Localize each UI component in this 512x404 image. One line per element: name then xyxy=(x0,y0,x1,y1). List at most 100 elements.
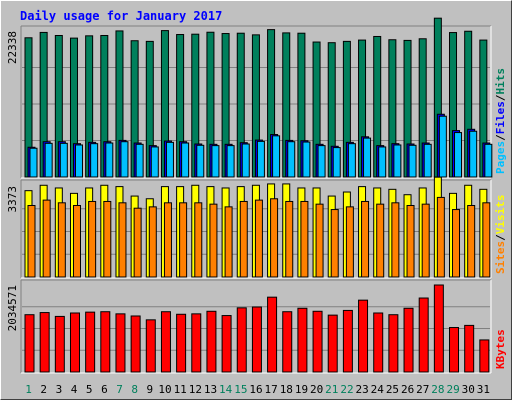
x-tick-label-day-6: 6 xyxy=(101,383,108,396)
bar-pages-day-1 xyxy=(29,147,38,178)
x-tick-label-day-22: 22 xyxy=(340,383,353,396)
x-tick-label-day-18: 18 xyxy=(280,383,293,396)
x-tick-label-day-10: 10 xyxy=(158,383,171,396)
bar-sites-day-17 xyxy=(270,198,279,278)
panel-2: 3373 Sites/Visits xyxy=(6,176,507,279)
bar-kbytes-day-13 xyxy=(206,310,217,373)
bar-sites-day-11 xyxy=(179,202,188,278)
bar-pages-day-22 xyxy=(347,143,356,178)
bar-pages-day-16 xyxy=(256,140,265,178)
legend-visits: Visits xyxy=(494,195,507,235)
panel-2-max-label: 3373 xyxy=(6,186,19,213)
bar-sites-day-15 xyxy=(239,200,248,278)
bar-sites-day-21 xyxy=(330,209,339,278)
x-tick-label-day-4: 4 xyxy=(71,383,78,396)
x-tick-label-day-15: 15 xyxy=(234,383,247,396)
x-tick-label-day-23: 23 xyxy=(356,383,369,396)
bar-pages-day-19 xyxy=(302,141,311,178)
bar-kbytes-day-28 xyxy=(433,284,444,373)
bar-kbytes-day-2 xyxy=(39,312,50,373)
legend-separator: / xyxy=(494,234,507,241)
bar-kbytes-day-7 xyxy=(115,313,126,373)
bar-kbytes-day-17 xyxy=(267,296,278,373)
bar-kbytes-day-25 xyxy=(388,314,399,373)
x-tick-label-day-29: 29 xyxy=(446,383,459,396)
bar-sites-day-8 xyxy=(133,207,142,278)
legend-kbytes: KBytes xyxy=(494,329,507,369)
panel-1-max-label: 22338 xyxy=(6,31,19,64)
panel-3: 2034571 KBytes xyxy=(6,279,507,374)
bar-sites-day-20 xyxy=(315,203,324,278)
bar-pages-day-8 xyxy=(135,143,144,178)
bar-sites-day-14 xyxy=(224,206,233,278)
bar-pages-day-18 xyxy=(287,141,296,178)
bar-pages-day-2 xyxy=(44,142,53,178)
bar-sites-day-2 xyxy=(42,199,51,278)
x-tick-label-day-16: 16 xyxy=(249,383,262,396)
bar-pages-day-31 xyxy=(484,143,493,178)
bar-sites-day-13 xyxy=(209,203,218,278)
bar-pages-day-12 xyxy=(196,144,205,178)
bar-kbytes-day-29 xyxy=(449,327,460,373)
bar-sites-day-5 xyxy=(88,200,97,278)
bar-kbytes-day-3 xyxy=(54,315,65,373)
bar-pages-day-15 xyxy=(241,143,250,178)
x-tick-label-day-14: 14 xyxy=(219,383,233,396)
x-tick-label-day-20: 20 xyxy=(310,383,323,396)
bar-kbytes-day-24 xyxy=(373,312,384,373)
panel-3-legend: KBytes xyxy=(494,329,507,369)
bar-sites-day-10 xyxy=(163,202,172,278)
bar-kbytes-day-20 xyxy=(312,310,323,373)
bar-pages-day-10 xyxy=(165,141,174,178)
x-tick-label-day-31: 31 xyxy=(477,383,490,396)
x-tick-label-day-17: 17 xyxy=(265,383,278,396)
x-tick-label-day-28: 28 xyxy=(431,383,444,396)
legend-files: Files xyxy=(494,101,507,134)
panel-2-legend: Sites/Visits xyxy=(494,195,507,275)
panel-1-legend: Pages/Files/Hits xyxy=(494,68,507,174)
x-tick-label-day-30: 30 xyxy=(462,383,475,396)
bar-pages-day-25 xyxy=(393,144,402,178)
legend-separator: / xyxy=(494,94,507,101)
bar-sites-day-6 xyxy=(103,200,112,278)
bar-kbytes-day-16 xyxy=(251,306,262,373)
bar-pages-day-4 xyxy=(74,144,83,178)
legend-sites: Sites xyxy=(494,241,507,274)
bar-kbytes-day-14 xyxy=(221,315,232,373)
bar-kbytes-day-31 xyxy=(479,339,490,373)
bar-pages-day-14 xyxy=(226,145,235,178)
bar-sites-day-22 xyxy=(345,206,354,278)
panel-1: 22338 Pages/Files/Hits xyxy=(6,17,507,179)
bar-kbytes-day-1 xyxy=(24,314,35,373)
bar-pages-day-28 xyxy=(438,115,447,178)
bar-kbytes-day-9 xyxy=(145,319,156,373)
bar-kbytes-day-30 xyxy=(464,324,475,373)
legend-separator: / xyxy=(494,134,507,141)
bar-pages-day-21 xyxy=(332,147,341,178)
bar-pages-day-29 xyxy=(454,132,463,178)
bar-kbytes-day-19 xyxy=(297,307,308,373)
bar-pages-day-20 xyxy=(317,145,326,178)
bar-sites-day-16 xyxy=(254,199,263,278)
bar-kbytes-day-10 xyxy=(160,311,171,373)
x-tick-label-day-21: 21 xyxy=(325,383,338,396)
bar-pages-day-17 xyxy=(272,135,281,178)
bar-pages-day-5 xyxy=(90,143,99,178)
bar-kbytes-day-15 xyxy=(236,307,247,373)
bar-sites-day-30 xyxy=(467,205,476,278)
bar-sites-day-19 xyxy=(300,200,309,278)
bar-pages-day-13 xyxy=(211,145,220,178)
bar-sites-day-7 xyxy=(118,202,127,278)
bar-pages-day-7 xyxy=(120,141,129,178)
chart-title: Daily usage for January 2017 xyxy=(20,9,222,23)
panel-3-max-label: 2034571 xyxy=(6,285,19,331)
x-tick-label-day-19: 19 xyxy=(295,383,308,396)
bar-kbytes-day-8 xyxy=(130,315,141,373)
legend-pages: Pages xyxy=(494,141,507,174)
x-tick-label-day-11: 11 xyxy=(174,383,187,396)
x-tick-label-day-13: 13 xyxy=(204,383,217,396)
bar-pages-day-24 xyxy=(378,146,387,178)
x-tick-label-day-7: 7 xyxy=(116,383,123,396)
bar-kbytes-day-11 xyxy=(176,313,187,373)
